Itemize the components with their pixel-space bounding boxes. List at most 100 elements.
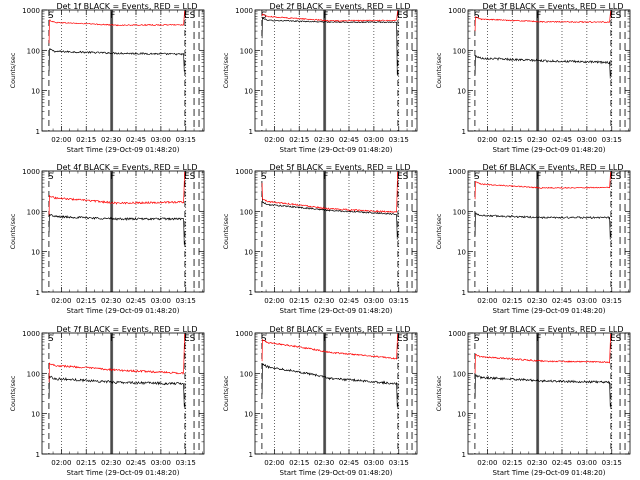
x-tick-label: 02:45 xyxy=(339,297,359,305)
x-tick-label: 03:15 xyxy=(176,136,196,144)
marker-label-es: ES xyxy=(397,172,409,182)
plot-frame xyxy=(467,9,631,132)
y-tick-label: 10 xyxy=(457,411,466,419)
panel-title: Det 5f BLACK = Events, RED = LLD xyxy=(269,163,410,172)
plot-frame xyxy=(41,332,205,455)
y-tick-label: 1000 xyxy=(22,168,40,176)
y-tick-label: 1000 xyxy=(235,7,253,15)
series-events xyxy=(261,362,398,407)
x-tick-label: 02:30 xyxy=(527,297,547,305)
panel-det-8: Det 8f BLACK = Events, RED = LLD Counts/s… xyxy=(222,325,418,477)
x-tick-label: 02:30 xyxy=(527,459,547,467)
marker-label-es: ES xyxy=(610,334,622,344)
y-tick-label: 100 xyxy=(240,208,253,216)
y-tick-label: 10 xyxy=(244,88,253,96)
x-axis-label: Start Time (29-Oct-09 01:48:20) xyxy=(280,307,393,315)
marker-label-s: S xyxy=(261,11,267,21)
y-tick-label: 10 xyxy=(457,88,466,96)
x-tick-label: 03:15 xyxy=(176,459,196,467)
y-tick-label: 1 xyxy=(36,128,40,136)
y-tick-label: 1000 xyxy=(22,7,40,15)
panel-title: Det 2f BLACK = Events, RED = LLD xyxy=(269,2,410,11)
marker-label-s: S xyxy=(48,11,54,21)
x-axis-label: Start Time (29-Oct-09 01:48:20) xyxy=(493,307,606,315)
y-tick-label: 1 xyxy=(249,128,253,136)
x-axis-label: Start Time (29-Oct-09 01:48:20) xyxy=(67,469,180,477)
plot-frame xyxy=(41,9,205,132)
panel-title: Det 8f BLACK = Events, RED = LLD xyxy=(269,325,410,334)
x-axis-label: Start Time (29-Oct-09 01:48:20) xyxy=(493,469,606,477)
marker-label-f: F xyxy=(323,172,328,182)
x-tick-label: 02:45 xyxy=(126,297,146,305)
y-tick-label: 100 xyxy=(27,370,40,378)
x-axis-label: Start Time (29-Oct-09 01:48:20) xyxy=(280,469,393,477)
x-tick-label: 02:00 xyxy=(477,459,497,467)
x-tick-label: 02:15 xyxy=(502,459,522,467)
x-tick-label: 02:15 xyxy=(289,459,309,467)
x-tick-label: 02:30 xyxy=(101,297,121,305)
x-tick-label: 02:15 xyxy=(502,297,522,305)
x-tick-label: 02:15 xyxy=(289,136,309,144)
x-tick-label: 02:15 xyxy=(76,136,96,144)
x-tick-label: 02:30 xyxy=(314,459,334,467)
series-lld xyxy=(474,333,611,374)
y-tick-label: 10 xyxy=(31,249,40,257)
x-tick-label: 02:15 xyxy=(76,297,96,305)
marker-label-s: S xyxy=(261,334,267,344)
x-tick-label: 02:15 xyxy=(502,136,522,144)
panel-det-2: Det 2f BLACK = Events, RED = LLD Counts/s… xyxy=(222,2,418,154)
x-tick-label: 02:45 xyxy=(552,459,572,467)
y-tick-label: 100 xyxy=(27,47,40,55)
series-events xyxy=(261,187,398,240)
y-tick-label: 1000 xyxy=(22,330,40,338)
marker-label-s: S xyxy=(474,334,480,344)
x-tick-label: 03:15 xyxy=(389,136,409,144)
y-axis-label: Counts/sec xyxy=(222,375,230,411)
panel-title: Det 9f BLACK = Events, RED = LLD xyxy=(482,325,623,334)
x-tick-label: 03:00 xyxy=(364,459,384,467)
panel-title: Det 3f BLACK = Events, RED = LLD xyxy=(482,2,623,11)
marker-label-es: ES xyxy=(610,172,622,182)
y-axis-label: Counts/sec xyxy=(222,213,230,249)
panel-det-5: Det 5f BLACK = Events, RED = LLD Counts/s… xyxy=(222,163,418,315)
marker-label-es: ES xyxy=(184,172,196,182)
marker-label-f: F xyxy=(536,172,541,182)
y-axis-label: Counts/sec xyxy=(9,52,17,88)
x-tick-label: 03:15 xyxy=(602,297,622,305)
marker-label-es: ES xyxy=(184,11,196,21)
x-tick-label: 02:45 xyxy=(339,136,359,144)
x-tick-label: 03:15 xyxy=(176,297,196,305)
series-lld xyxy=(474,171,611,200)
y-tick-label: 1000 xyxy=(448,7,466,15)
y-tick-label: 100 xyxy=(27,208,40,216)
x-tick-label: 03:15 xyxy=(389,459,409,467)
panel-det-4: Det 4f BLACK = Events, RED = LLD Counts/s… xyxy=(9,163,205,315)
plot-frame xyxy=(41,170,205,293)
y-tick-label: 1 xyxy=(249,451,253,459)
x-tick-label: 02:30 xyxy=(527,136,547,144)
y-tick-label: 100 xyxy=(240,370,253,378)
y-axis-label: Counts/sec xyxy=(435,375,443,411)
series-events xyxy=(48,213,185,245)
x-tick-label: 03:00 xyxy=(577,297,597,305)
marker-label-es: ES xyxy=(610,11,622,21)
x-tick-label: 03:00 xyxy=(151,297,171,305)
y-tick-label: 10 xyxy=(31,411,40,419)
x-tick-label: 03:15 xyxy=(602,459,622,467)
marker-label-f: F xyxy=(110,334,115,344)
marker-label-f: F xyxy=(536,11,541,21)
y-axis-label: Counts/sec xyxy=(9,375,17,411)
x-tick-label: 02:45 xyxy=(126,459,146,467)
x-tick-label: 03:00 xyxy=(151,136,171,144)
x-tick-label: 03:15 xyxy=(389,297,409,305)
marker-label-f: F xyxy=(323,11,328,21)
marker-label-s: S xyxy=(474,11,480,21)
y-tick-label: 10 xyxy=(457,249,466,257)
series-lld xyxy=(48,10,185,44)
y-axis-label: Counts/sec xyxy=(9,213,17,249)
y-tick-label: 100 xyxy=(240,47,253,55)
panel-title: Det 4f BLACK = Events, RED = LLD xyxy=(56,163,197,172)
y-tick-label: 1000 xyxy=(235,168,253,176)
plot-frame xyxy=(467,170,631,293)
